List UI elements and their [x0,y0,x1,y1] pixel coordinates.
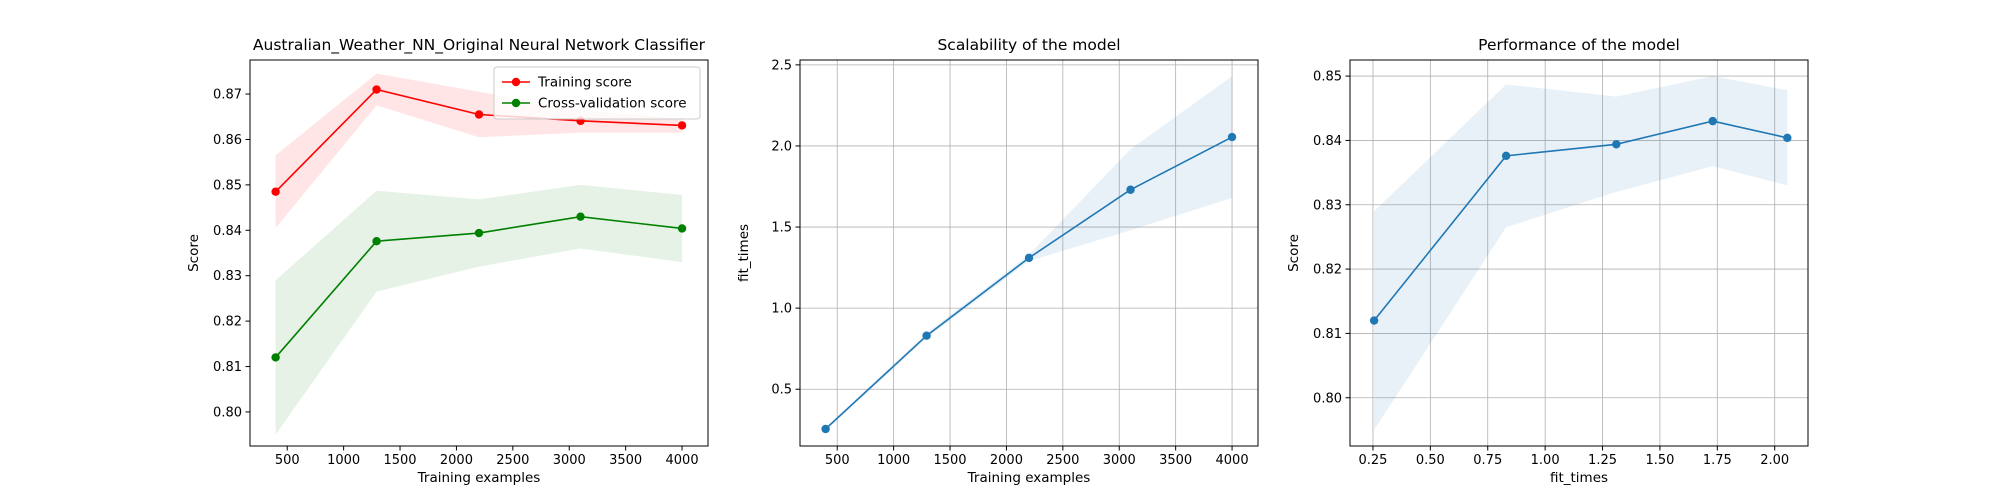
series-1-point [677,121,687,130]
series-2-point [576,212,585,221]
axes-frame [1349,59,1809,447]
legend-label: Cross-validation score [538,96,687,112]
x-axis-label: Training examples [417,470,541,486]
y-tick-label: 0.83 [213,269,242,284]
x-tick-label: 500 [825,453,850,468]
legend: Training score Cross-validation score [493,66,701,120]
chart-3: 0.25 0.50 0.75 1.00 1.25 1.50 1.75 2.00 0.80 0.81… [1286,36,1809,486]
series-2-point [271,353,280,362]
series-1-band [825,76,1233,431]
x-tick-label: 2000 [990,453,1023,468]
x-axis-label: Training examples [967,470,1091,486]
y-tick-label: 0.85 [213,178,242,193]
x-tick-label: 2500 [1046,453,1079,468]
series-1-point [1126,185,1135,194]
y-tick-label: 2.5 [771,58,792,73]
y-tick-label: 0.81 [1313,327,1342,342]
chart-title: Australian_Weather_NN_Original Neural Ne… [253,36,706,55]
axes-frame [249,59,709,447]
series-1-point [1227,132,1237,142]
y-tick-label: 0.82 [1313,263,1342,278]
x-tick-label: 4000 [666,453,699,468]
y-tick-label: 0.85 [1313,70,1342,85]
axes-frame [799,59,1259,447]
x-tick-label: 0.75 [1473,453,1502,468]
series-2-band [275,184,683,435]
series-2-point [474,228,484,238]
y-axis-label: Score [186,234,202,272]
x-tick-label: 1.00 [1531,453,1560,468]
series-1-point [1783,133,1792,143]
series-1-point [922,331,931,340]
x-tick-label: 3000 [1103,453,1136,468]
x-tick-label: 2000 [440,453,473,468]
series-2-point [372,236,381,246]
x-tick-label: 0.25 [1358,453,1387,468]
x-tick-label: 1500 [383,453,416,468]
y-tick-label: 0.81 [213,360,242,375]
y-tick-label: 0.84 [213,224,242,239]
x-tick-label: 1.25 [1588,453,1617,468]
y-tick-label: 0.80 [213,405,242,420]
x-tick-label: 3000 [553,453,586,468]
series-1-point [1612,140,1621,149]
series-1-point [1708,116,1717,126]
series-1-point [372,85,381,94]
series-1-point [1024,253,1034,263]
legend-frame [493,66,701,120]
series-1-point [821,424,830,434]
y-tick-label: 0.83 [1313,198,1342,213]
chart-1: 500 1000 1500 2000 2500 3000 3500 4000 0.80 0.81 0… [186,36,709,486]
y-tick-label: 0.87 [213,88,242,103]
y-tick-label: 2.0 [771,139,792,154]
y-tick-label: 0.86 [213,133,242,148]
x-tick-label: 1500 [933,453,966,468]
y-axis-label: fit_times [736,224,752,282]
legend-marker [511,98,521,108]
series-2-point [677,224,687,233]
series-1-point [1369,316,1379,325]
x-tick-label: 2.00 [1760,453,1789,468]
y-axis-label: Score [1286,234,1302,272]
y-tick-label: 1.5 [771,221,792,236]
series-1-point [271,187,280,196]
chart-title: Performance of the model [1478,36,1680,54]
x-tick-label: 500 [275,453,300,468]
legend-marker [511,77,521,87]
chart-2: 500 1000 1500 2000 2500 3000 3500 4000 0.5 1.0 1.5… [736,36,1259,486]
y-tick-label: 0.80 [1313,391,1342,406]
x-tick-label: 2500 [496,453,529,468]
x-tick-label: 1000 [877,453,910,468]
x-tick-label: 3500 [609,453,642,468]
y-tick-label: 0.82 [213,315,242,330]
y-tick-label: 0.84 [1313,134,1342,149]
x-tick-label: 1.75 [1703,453,1732,468]
x-tick-label: 1000 [327,453,360,468]
x-tick-label: 4000 [1216,453,1249,468]
x-tick-label: 3500 [1159,453,1192,468]
chart-title: Scalability of the model [937,36,1120,54]
series-1-point [474,110,484,119]
x-tick-label: 1.50 [1645,453,1674,468]
x-tick-label: 0.50 [1416,453,1445,468]
y-tick-label: 1.0 [771,302,792,317]
x-axis-label: fit_times [1550,470,1608,486]
legend-label: Training score [537,75,632,91]
series-1-band [1374,76,1788,430]
series-1-point [1501,151,1511,161]
y-tick-label: 0.5 [771,383,792,398]
